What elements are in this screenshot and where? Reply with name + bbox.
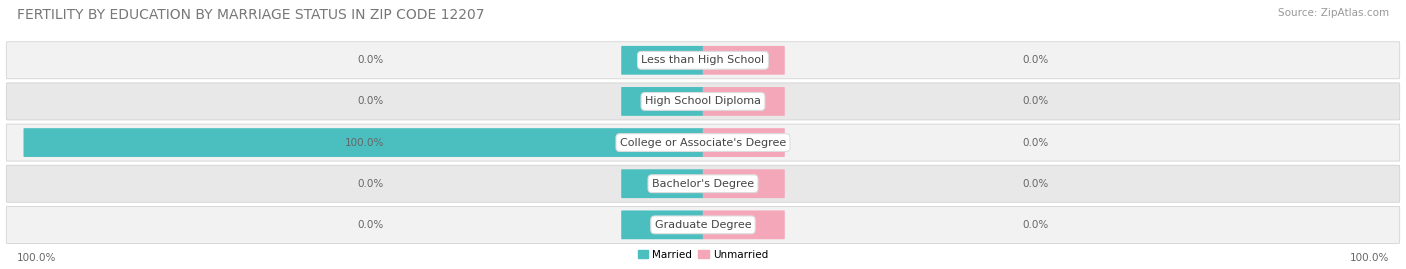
Text: Less than High School: Less than High School	[641, 55, 765, 65]
FancyBboxPatch shape	[703, 128, 785, 157]
Text: 100.0%: 100.0%	[1350, 253, 1389, 263]
Text: 0.0%: 0.0%	[1022, 137, 1049, 148]
Text: Source: ZipAtlas.com: Source: ZipAtlas.com	[1278, 8, 1389, 18]
Text: 0.0%: 0.0%	[1022, 96, 1049, 107]
FancyBboxPatch shape	[621, 87, 703, 116]
Text: 100.0%: 100.0%	[17, 253, 56, 263]
Text: 0.0%: 0.0%	[357, 96, 384, 107]
Text: 0.0%: 0.0%	[357, 179, 384, 189]
Text: 0.0%: 0.0%	[1022, 220, 1049, 230]
Text: 0.0%: 0.0%	[1022, 55, 1049, 65]
FancyBboxPatch shape	[703, 87, 785, 116]
FancyBboxPatch shape	[703, 169, 785, 198]
Text: Bachelor's Degree: Bachelor's Degree	[652, 179, 754, 189]
FancyBboxPatch shape	[6, 124, 1400, 161]
Text: 100.0%: 100.0%	[344, 137, 384, 148]
Legend: Married, Unmarried: Married, Unmarried	[634, 245, 772, 264]
FancyBboxPatch shape	[621, 46, 703, 75]
Text: 0.0%: 0.0%	[357, 55, 384, 65]
Text: Graduate Degree: Graduate Degree	[655, 220, 751, 230]
FancyBboxPatch shape	[703, 210, 785, 239]
FancyBboxPatch shape	[6, 206, 1400, 243]
Text: 0.0%: 0.0%	[1022, 179, 1049, 189]
FancyBboxPatch shape	[6, 42, 1400, 79]
FancyBboxPatch shape	[703, 46, 785, 75]
FancyBboxPatch shape	[621, 210, 703, 239]
Text: High School Diploma: High School Diploma	[645, 96, 761, 107]
FancyBboxPatch shape	[24, 128, 703, 157]
Text: 0.0%: 0.0%	[357, 220, 384, 230]
FancyBboxPatch shape	[621, 169, 703, 198]
FancyBboxPatch shape	[6, 165, 1400, 202]
FancyBboxPatch shape	[6, 83, 1400, 120]
Text: FERTILITY BY EDUCATION BY MARRIAGE STATUS IN ZIP CODE 12207: FERTILITY BY EDUCATION BY MARRIAGE STATU…	[17, 8, 485, 22]
Text: College or Associate's Degree: College or Associate's Degree	[620, 137, 786, 148]
